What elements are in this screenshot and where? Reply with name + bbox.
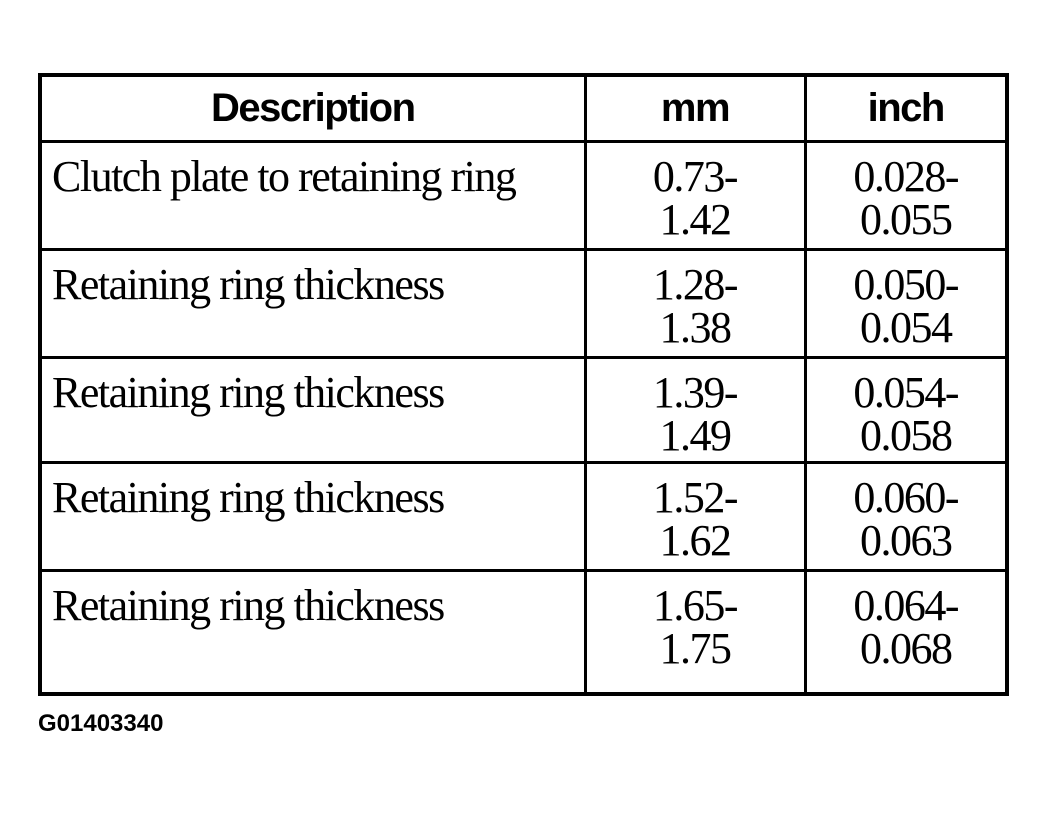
mm-value-line: 1.39- [652,367,739,417]
col-header-description: Description [38,73,587,143]
inch-cell: 0.064- 0.068 [803,568,1009,696]
description-cell: Retaining ring thickness [38,568,587,696]
inch-value-line: 0.050- [853,259,959,309]
inch-value-line: 0.060- [853,472,959,522]
table-row: Retaining ring thickness 1.52- 1.62 0.06… [38,460,1009,572]
inch-value-line: 0.068 [860,623,953,673]
inch-cell: 0.060- 0.063 [803,460,1009,572]
mm-value-line: 0.73- [652,151,739,201]
inch-value-line: 0.028- [853,151,959,201]
mm-cell: 1.28- 1.38 [583,247,807,359]
mm-cell: 1.65- 1.75 [583,568,807,696]
inch-cell: 0.050- 0.054 [803,247,1009,359]
clutch-spec-table: Description mm inch Clutch plate to reta… [38,73,1009,696]
description-cell: Retaining ring thickness [38,460,587,572]
figure-id-label: G01403340 [38,710,164,737]
table-row: Retaining ring thickness 1.39- 1.49 0.05… [38,355,1009,464]
inch-cell: 0.028- 0.055 [803,139,1009,251]
table-row: Retaining ring thickness 1.65- 1.75 0.06… [38,568,1009,696]
mm-value-line: 1.49 [659,410,733,460]
mm-value-line: 1.28- [652,259,739,309]
mm-value-line: 1.62 [659,515,733,565]
mm-value-line: 1.38 [659,302,733,352]
header-row: Description mm inch [38,73,1009,143]
inch-value-line: 0.063 [860,515,953,565]
mm-cell: 1.52- 1.62 [583,460,807,572]
inch-value-line: 0.055 [860,194,953,244]
description-cell: Retaining ring thickness [38,355,587,464]
inch-value-line: 0.054- [853,367,959,417]
inch-value-line: 0.054 [860,302,953,352]
col-header-mm: mm [583,73,807,143]
inch-cell: 0.054- 0.058 [803,355,1009,464]
mm-value-line: 1.42 [659,194,733,244]
description-cell: Clutch plate to retaining ring [38,139,587,251]
inch-value-line: 0.064- [853,580,959,630]
mm-value-line: 1.75 [659,623,733,673]
mm-cell: 0.73- 1.42 [583,139,807,251]
mm-value-line: 1.52- [652,472,739,522]
description-cell: Retaining ring thickness [38,247,587,359]
col-header-inch: inch [803,73,1009,143]
mm-value-line: 1.65- [652,580,739,630]
table-row: Clutch plate to retaining ring 0.73- 1.4… [38,139,1009,251]
table-row: Retaining ring thickness 1.28- 1.38 0.05… [38,247,1009,359]
inch-value-line: 0.058 [860,410,953,460]
mm-cell: 1.39- 1.49 [583,355,807,464]
